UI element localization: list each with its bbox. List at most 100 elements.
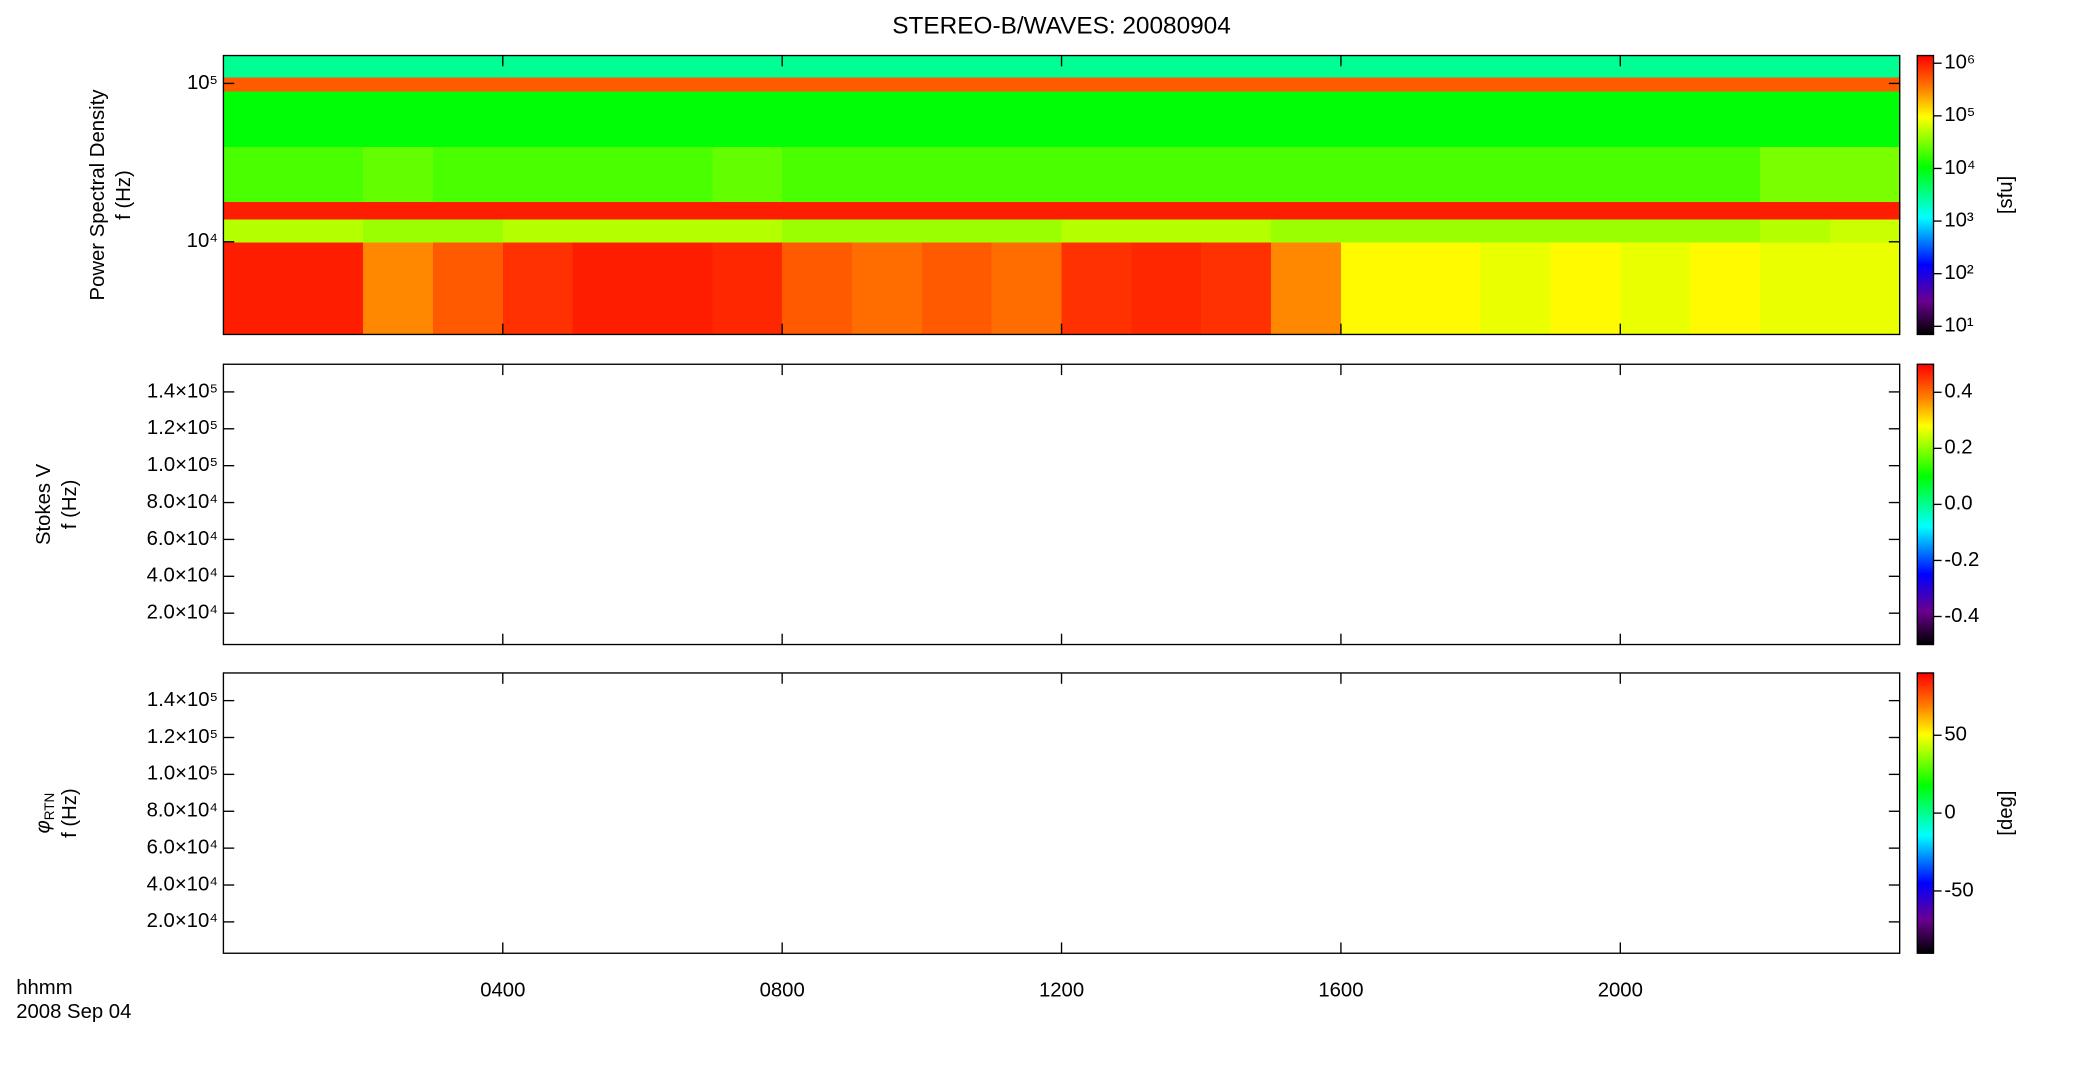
heatmap-cell	[572, 90, 644, 148]
heatmap-cell	[293, 201, 364, 220]
heatmap-cell	[1620, 90, 1691, 148]
heatmap-cell	[1480, 55, 1552, 78]
plot-frame	[222, 672, 1901, 954]
heatmap-cell	[223, 241, 294, 336]
y-tick-label: 1.4×10⁵	[147, 689, 218, 711]
heatmap-cell	[642, 146, 713, 203]
heatmap-cell	[1759, 218, 1831, 243]
heatmap-cell	[921, 218, 993, 243]
y-tick-label: 4.0×10⁴	[147, 873, 218, 895]
heatmap-cell	[1131, 90, 1202, 148]
heatmap-cell	[991, 76, 1063, 92]
heatmap-cell	[1829, 241, 1901, 336]
heatmap-cell	[1690, 90, 1761, 148]
heatmap-cell	[1759, 76, 1831, 92]
heatmap-cell	[1410, 201, 1482, 220]
y-axis-label: φRTN	[33, 793, 57, 834]
heatmap-cell	[432, 201, 504, 220]
y-tick-label: 1.0×10⁵	[147, 763, 218, 785]
heatmap-cell	[712, 201, 783, 220]
heatmap-cell	[293, 146, 364, 203]
y-tick-label: 1.0×10⁵	[147, 454, 218, 476]
y-axis-label: f (Hz)	[59, 480, 81, 530]
heatmap-cell	[363, 76, 434, 92]
heatmap-cell	[642, 201, 713, 220]
heatmap-cell	[991, 201, 1063, 220]
heatmap-cell	[1410, 55, 1482, 78]
heatmap-cell	[921, 55, 993, 78]
heatmap-cell	[1271, 76, 1342, 92]
heatmap-cell	[1690, 201, 1761, 220]
colorbar-tick-label: 10²	[1944, 262, 1974, 284]
heatmap-cell	[572, 241, 644, 336]
heatmap-cell	[1061, 76, 1133, 92]
x-tick-label: 0800	[760, 980, 805, 1002]
heatmap-cell	[921, 76, 993, 92]
heatmap-cell	[432, 241, 504, 336]
heatmap-cell	[1271, 146, 1342, 203]
heatmap-cell	[1550, 146, 1621, 203]
heatmap-cell	[1340, 201, 1412, 220]
heatmap-cell	[1131, 146, 1202, 203]
heatmap-cell	[572, 146, 644, 203]
colorbar-tick-label: 10¹	[1944, 315, 1974, 337]
heatmap-cell	[852, 55, 923, 78]
chart-title: STEREO-B/WAVES: 20080904	[892, 13, 1230, 40]
colorbar	[1916, 672, 1935, 954]
heatmap-cell	[1061, 201, 1133, 220]
y-tick-label: 8.0×10⁴	[147, 491, 218, 513]
x-tick-label: 0400	[480, 980, 525, 1002]
heatmap-cell	[712, 241, 783, 336]
heatmap-cell	[1550, 55, 1621, 78]
heatmap-cell	[1829, 55, 1901, 78]
heatmap-cell	[223, 76, 294, 92]
heatmap-cell	[1759, 55, 1831, 78]
heatmap-cell	[293, 90, 364, 148]
colorbar-tick-label: -0.2	[1944, 549, 1979, 571]
heatmap-cell	[852, 76, 923, 92]
heatmap-cell	[1131, 218, 1202, 243]
x-axis-label: hhmm	[16, 977, 72, 999]
heatmap-cell	[852, 201, 923, 220]
heatmap-cell	[1759, 241, 1831, 336]
heatmap-cell	[852, 146, 923, 203]
heatmap-cell	[1550, 76, 1621, 92]
heatmap-cell	[782, 218, 853, 243]
heatmap-cell	[642, 76, 713, 92]
y-tick-label: 6.0×10⁴	[147, 528, 218, 550]
heatmap-cell	[1550, 218, 1621, 243]
colorbar-tick-label: 0	[1944, 801, 1955, 823]
heatmap-cell	[1759, 90, 1831, 148]
heatmap-cell	[1829, 76, 1901, 92]
heatmap-cell	[223, 218, 294, 243]
heatmap-cell	[852, 90, 923, 148]
heatmap-cell	[1340, 241, 1412, 336]
heatmap-cell	[293, 241, 364, 336]
y-tick-label: 10⁴	[187, 230, 218, 252]
heatmap-cell	[1480, 146, 1552, 203]
heatmap-cell	[1061, 146, 1133, 203]
heatmap-cell	[712, 76, 783, 92]
heatmap-cell	[1620, 76, 1691, 92]
colorbar	[1916, 363, 1935, 646]
heatmap-cell	[572, 218, 644, 243]
heatmap-cell	[502, 146, 574, 203]
heatmap-cell	[1759, 201, 1831, 220]
heatmap-cell	[1410, 76, 1482, 92]
heatmap-cell	[223, 146, 294, 203]
colorbar-tick-label: -50	[1944, 879, 1973, 901]
colorbar-tick-label: 0.0	[1944, 493, 1972, 515]
heatmap-cell	[1690, 218, 1761, 243]
y-tick-label: 2.0×10⁴	[147, 602, 218, 624]
heatmap-cell	[1829, 201, 1901, 220]
heatmap-cell	[1410, 146, 1482, 203]
y-tick-label: 1.4×10⁵	[147, 380, 218, 402]
heatmap-cell	[1340, 146, 1412, 203]
heatmap-cell	[223, 55, 294, 78]
heatmap-cell	[921, 90, 993, 148]
heatmap-cell	[1620, 55, 1691, 78]
heatmap-cell	[921, 146, 993, 203]
heatmap-cell	[991, 218, 1063, 243]
